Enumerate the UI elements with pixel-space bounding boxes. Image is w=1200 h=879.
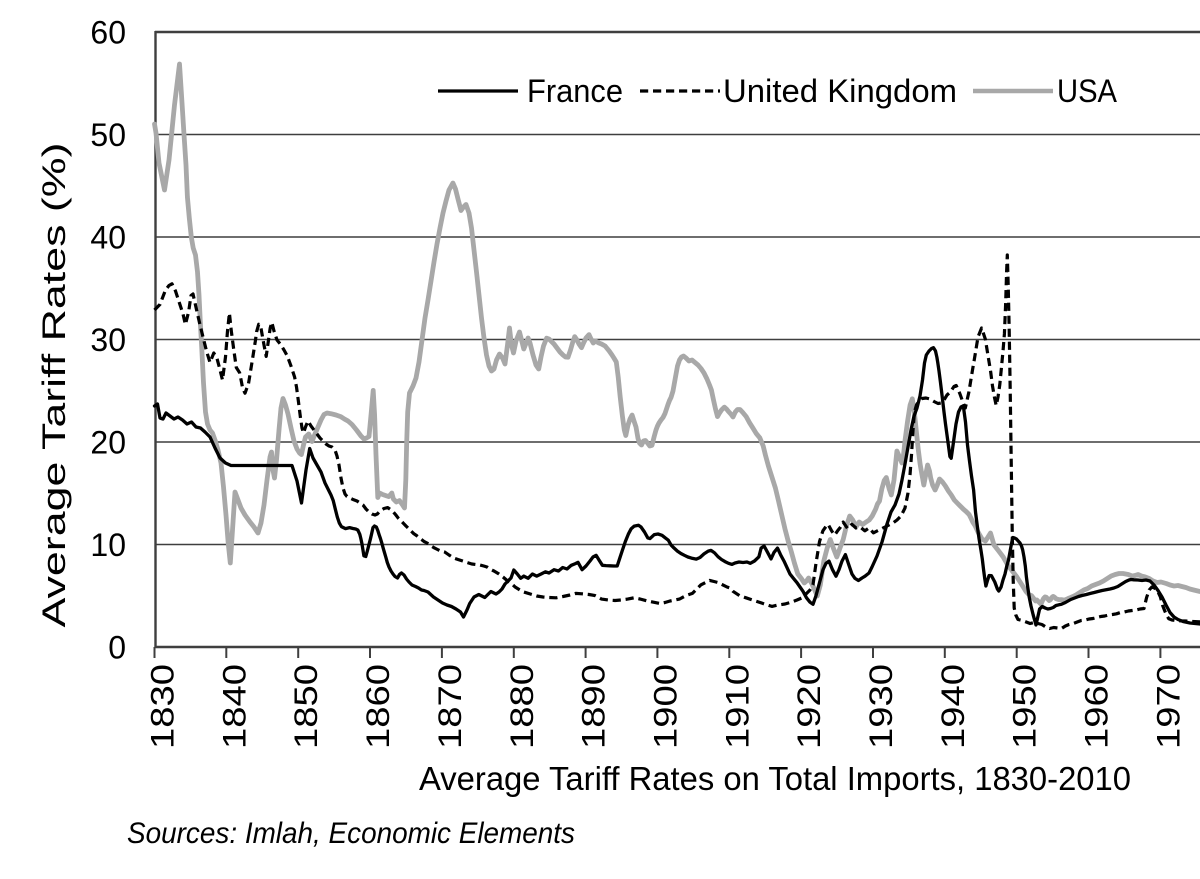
svg-text:United Kingdom: United Kingdom — [723, 73, 957, 109]
svg-text:1900: 1900 — [647, 664, 683, 749]
svg-text:France: France — [527, 73, 623, 109]
svg-text:1880: 1880 — [504, 664, 540, 749]
svg-text:1930: 1930 — [863, 664, 899, 749]
svg-text:1970: 1970 — [1150, 664, 1186, 749]
svg-text:1840: 1840 — [216, 664, 252, 749]
svg-text:1870: 1870 — [432, 664, 468, 749]
svg-text:1920: 1920 — [791, 664, 827, 749]
svg-text:1850: 1850 — [288, 664, 324, 749]
svg-text:50: 50 — [90, 117, 126, 153]
svg-text:40: 40 — [90, 220, 126, 256]
svg-text:30: 30 — [90, 322, 126, 358]
svg-text:0: 0 — [108, 630, 126, 666]
svg-text:Average Tariff Rates on Total: Average Tariff Rates on Total Imports, 1… — [419, 760, 1131, 797]
svg-text:10: 10 — [90, 527, 126, 563]
svg-text:Sources: Imlah, Economic Eleme: Sources: Imlah, Economic Elements — [127, 817, 575, 850]
svg-text:USA: USA — [1057, 73, 1118, 109]
svg-text:1960: 1960 — [1079, 664, 1115, 749]
svg-text:20: 20 — [90, 425, 126, 461]
svg-text:1940: 1940 — [935, 664, 971, 749]
svg-text:1910: 1910 — [719, 664, 755, 749]
svg-text:1860: 1860 — [360, 664, 396, 749]
svg-text:Average Tariff Rates (%): Average Tariff Rates (%) — [36, 143, 72, 628]
svg-text:1950: 1950 — [1007, 664, 1043, 749]
svg-text:60: 60 — [90, 15, 126, 51]
svg-text:1830: 1830 — [145, 664, 181, 749]
svg-text:1890: 1890 — [576, 664, 612, 749]
